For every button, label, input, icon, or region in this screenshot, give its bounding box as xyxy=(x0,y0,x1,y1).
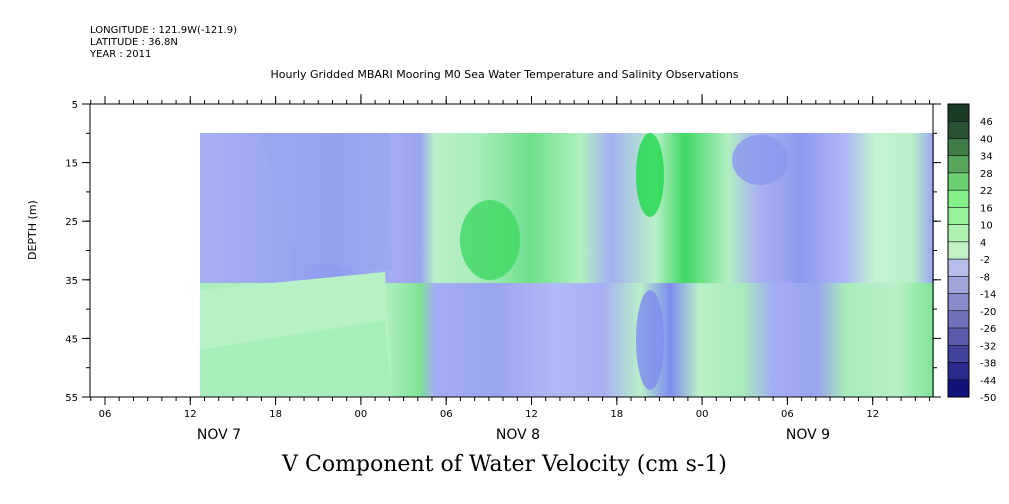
y-tick-label: 55 xyxy=(65,393,78,404)
x-tick-label: 18 xyxy=(610,409,623,420)
x-axis-title: V Component of Water Velocity (cm s-1) xyxy=(282,452,727,477)
colorbar-tick-label: -20 xyxy=(980,307,996,318)
colorbar-tick-label: -14 xyxy=(980,290,996,301)
heatmap-core-nov8 xyxy=(460,200,520,280)
x-date-label: NOV 7 xyxy=(197,427,241,443)
colorbar-box xyxy=(947,189,970,208)
colorbar-box xyxy=(947,155,970,174)
colorbar-box xyxy=(947,138,970,156)
colorbar-box xyxy=(947,172,970,191)
colorbar-box xyxy=(947,103,970,122)
x-tick-label: 12 xyxy=(184,409,197,420)
colorbar-tick-label: -32 xyxy=(980,341,996,352)
heatmap-core-nov8-late xyxy=(636,133,664,217)
x-tick-label: 12 xyxy=(866,409,879,420)
x-tick-label: 18 xyxy=(269,409,282,420)
colorbar-tick-label: 22 xyxy=(980,186,993,197)
y-tick-label: 5 xyxy=(72,100,78,111)
heatmap-left-lower-green-dark xyxy=(200,320,392,397)
heatmap-blue-core-nov9 xyxy=(732,135,788,185)
colorbar-tick-label: -38 xyxy=(980,359,996,370)
colorbar-tick-label: 16 xyxy=(980,203,993,214)
colorbar-box xyxy=(947,207,970,225)
colorbar-box xyxy=(947,379,970,398)
chart-title: Hourly Gridded MBARI Mooring M0 Sea Wate… xyxy=(270,68,739,81)
colorbar-box xyxy=(947,258,970,277)
heatmap-field xyxy=(200,133,934,397)
colorbar: 46 40 34 28 22 16 10 4 -2 -8 -14 -20 -26 -32 -38 -44 -50 xyxy=(947,103,996,404)
colorbar-tick-label: 10 xyxy=(980,221,993,232)
colorbar-box xyxy=(947,276,970,294)
y-tick-label: 45 xyxy=(65,334,78,345)
year-label: YEAR : 2011 xyxy=(90,49,152,60)
colorbar-tick-label: 4 xyxy=(980,238,986,249)
colorbar-tick-label: -44 xyxy=(980,376,996,387)
x-tick-label: 00 xyxy=(355,409,368,420)
longitude-label: LONGITUDE : 121.9W(-121.9) xyxy=(90,25,237,36)
x-tick-label: 06 xyxy=(99,409,112,420)
colorbar-box xyxy=(947,293,970,312)
colorbar-tick-label: -8 xyxy=(980,272,990,283)
y-tick-label: 35 xyxy=(65,276,78,287)
x-tick-label: 00 xyxy=(696,409,709,420)
colorbar-tick-label: 40 xyxy=(980,134,993,145)
colorbar-tick-label: -2 xyxy=(980,255,990,266)
latitude-label: LATITUDE : 36.8N xyxy=(90,37,178,48)
colorbar-box xyxy=(947,241,970,260)
colorbar-box xyxy=(947,345,970,363)
colorbar-box xyxy=(947,310,970,329)
colorbar-box xyxy=(947,327,970,346)
colorbar-tick-label: 46 xyxy=(980,117,993,128)
x-tick-label: 06 xyxy=(781,409,794,420)
y-tick-label: 15 xyxy=(65,159,78,170)
colorbar-frame xyxy=(947,103,970,398)
heatmap-blue-core-deep xyxy=(636,290,664,390)
y-axis-ticks: 5 15 25 35 45 55 xyxy=(65,100,941,404)
heatmap-left-blue-deep xyxy=(260,133,392,270)
colorbar-tick-label: 28 xyxy=(980,169,993,180)
x-date-label: NOV 9 xyxy=(786,427,830,443)
colorbar-box xyxy=(947,224,970,243)
x-tick-label: 12 xyxy=(525,409,538,420)
colorbar-tick-label: -26 xyxy=(980,324,996,335)
x-date-label: NOV 8 xyxy=(496,427,540,443)
y-tick-label: 25 xyxy=(65,217,78,228)
colorbar-box xyxy=(947,362,970,381)
colorbar-tick-label: 34 xyxy=(980,152,993,163)
colorbar-tick-label: -50 xyxy=(980,393,996,404)
x-tick-label: 06 xyxy=(440,409,453,420)
colorbar-box xyxy=(947,120,970,139)
